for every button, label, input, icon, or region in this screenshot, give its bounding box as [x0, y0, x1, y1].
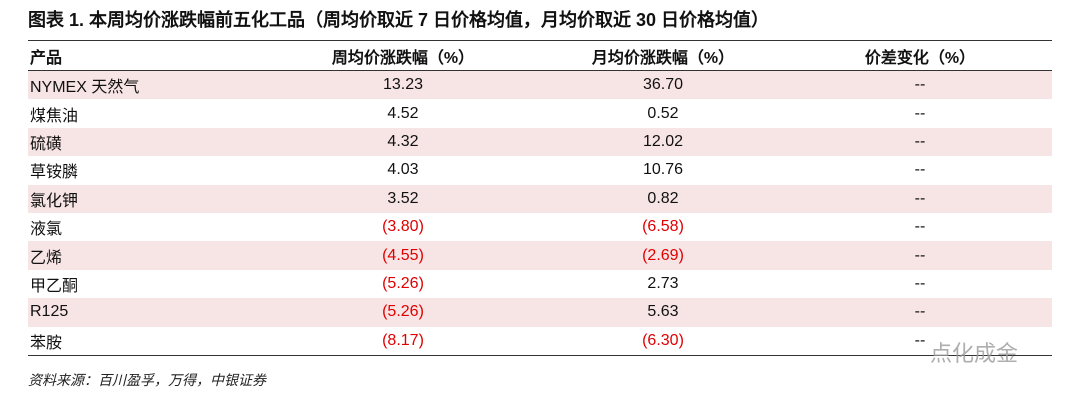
product-cell: 氯化钾: [28, 184, 268, 213]
table-row: 液氯 (3.80) (6.58) --: [28, 213, 1052, 241]
product-cell: 液氯: [30, 221, 63, 239]
value-cell: 2.73: [647, 274, 679, 292]
product-cell: 乙烯: [28, 241, 268, 270]
value-cell: (4.55): [268, 241, 538, 270]
value-cell: 0.52: [647, 104, 679, 122]
product-cell: 草铵膦: [30, 164, 79, 182]
value-cell: --: [788, 184, 1052, 213]
header-row: 产品 周均价涨跌幅（%） 月均价涨跌幅（%） 价差变化（%）: [28, 40, 1052, 71]
column-header: 价差变化（%）: [788, 40, 1052, 71]
table-row: 苯胺 (8.17) (6.30) --: [28, 327, 1052, 356]
column-header: 月均价涨跌幅（%）: [538, 40, 788, 71]
product-cell: 苯胺: [30, 334, 63, 352]
figure-title: 图表 1. 本周均价涨跌幅前五化工品（周均价取近 7 日价格均值，月均价取近 3…: [28, 10, 770, 30]
value-cell: --: [788, 241, 1052, 270]
value-cell: --: [914, 331, 926, 349]
product-cell: 硫磺: [28, 127, 268, 157]
value-cell: 0.82: [538, 184, 788, 213]
value-cell: 13.23: [268, 70, 538, 100]
table-row: 硫磺 4.32 12.02 --: [28, 127, 1052, 157]
value-cell: (2.69): [538, 241, 788, 270]
value-cell: (3.80): [382, 218, 424, 236]
watermark: 点化成金: [930, 341, 1019, 366]
table-body: NYMEX 天然气 13.23 36.70 -- 煤焦油 4.52 0.52 -- 硫磺 4.32…: [28, 70, 1052, 356]
product-cell: 甲乙酮: [30, 277, 79, 295]
table-row: 煤焦油 4.52 0.52 --: [28, 99, 1052, 127]
table-row: 氯化钾 3.52 0.82 --: [28, 184, 1052, 213]
value-cell: (6.58): [642, 218, 684, 236]
value-cell: --: [788, 127, 1052, 157]
value-cell: 10.76: [642, 161, 684, 179]
column-header: 产品: [28, 40, 268, 71]
value-cell: (5.26): [382, 274, 424, 292]
value-cell: 4.32: [268, 127, 538, 157]
value-cell: --: [788, 298, 1052, 327]
product-cell: R125: [28, 298, 268, 327]
table-row: 甲乙酮 (5.26) 2.73 --: [28, 270, 1052, 298]
data-table: 产品 周均价涨跌幅（%） 月均价涨跌幅（%） 价差变化（%） NYMEX 天然气 13.…: [28, 40, 1052, 356]
value-cell: (5.26): [268, 298, 538, 327]
value-cell: --: [914, 161, 926, 179]
table-row: R125 (5.26) 5.63 --: [28, 298, 1052, 327]
product-cell: NYMEX 天然气: [28, 70, 268, 100]
value-cell: (6.30): [642, 331, 684, 349]
value-cell: 12.02: [538, 127, 788, 157]
value-cell: --: [914, 218, 926, 236]
product-cell: 煤焦油: [30, 107, 79, 125]
value-cell: 5.63: [538, 298, 788, 327]
column-header: 周均价涨跌幅（%）: [268, 40, 538, 71]
value-cell: --: [914, 104, 926, 122]
value-cell: --: [914, 274, 926, 292]
table-row: 草铵膦 4.03 10.76 --: [28, 156, 1052, 184]
value-cell: 36.70: [538, 70, 788, 100]
table-row: NYMEX 天然气 13.23 36.70 --: [28, 70, 1052, 100]
value-cell: 3.52: [268, 184, 538, 213]
value-cell: 4.52: [387, 104, 419, 122]
source-note: 资料来源：百川盈孚，万得，中银证券: [28, 372, 266, 388]
table-row: 乙烯 (4.55) (2.69) --: [28, 241, 1052, 270]
value-cell: 4.03: [387, 161, 419, 179]
value-cell: --: [788, 70, 1052, 100]
value-cell: (8.17): [382, 331, 424, 349]
